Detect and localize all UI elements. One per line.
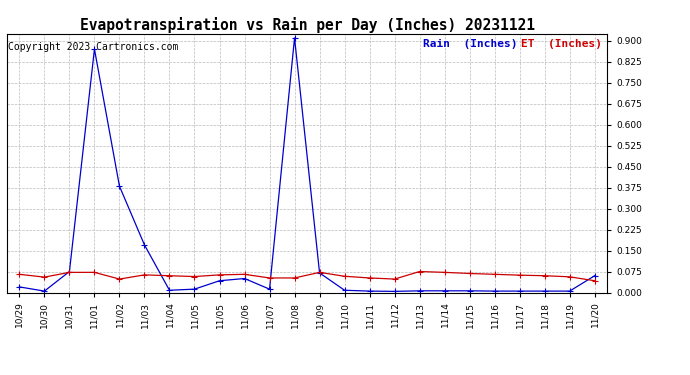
Rain  (Inches) [115, 184, 124, 189]
ET  (Inches) [140, 273, 148, 277]
ET  (Inches) [215, 273, 224, 277]
ET  (Inches) [166, 273, 174, 278]
ET  (Inches) [466, 271, 474, 276]
ET  (Inches) [391, 277, 399, 281]
Rain  (Inches) [266, 287, 274, 291]
Text: Copyright 2023 Cartronics.com: Copyright 2023 Cartronics.com [8, 42, 179, 51]
Rain  (Inches) [40, 289, 48, 293]
ET  (Inches) [591, 279, 599, 283]
Rain  (Inches) [190, 287, 199, 291]
Legend: Rain  (Inches), ET  (Inches): Rain (Inches), ET (Inches) [423, 39, 602, 50]
Rain  (Inches) [440, 289, 449, 293]
Rain  (Inches) [366, 289, 374, 293]
ET  (Inches) [66, 270, 74, 274]
Rain  (Inches) [166, 288, 174, 292]
Rain  (Inches) [90, 47, 99, 51]
ET  (Inches) [315, 270, 324, 274]
Rain  (Inches) [15, 285, 23, 289]
ET  (Inches) [566, 274, 574, 279]
Rain  (Inches) [315, 271, 324, 275]
Rain  (Inches) [466, 289, 474, 293]
Rain  (Inches) [340, 288, 348, 292]
ET  (Inches) [415, 269, 424, 274]
ET  (Inches) [240, 272, 248, 277]
ET  (Inches) [290, 276, 299, 280]
ET  (Inches) [515, 273, 524, 278]
ET  (Inches) [340, 274, 348, 279]
Line: Rain  (Inches): Rain (Inches) [17, 35, 598, 294]
Rain  (Inches) [566, 289, 574, 293]
Rain  (Inches) [140, 243, 148, 247]
ET  (Inches) [440, 270, 449, 274]
Rain  (Inches) [415, 289, 424, 293]
ET  (Inches) [90, 270, 99, 274]
ET  (Inches) [190, 274, 199, 279]
Rain  (Inches) [240, 276, 248, 281]
ET  (Inches) [15, 272, 23, 277]
ET  (Inches) [540, 273, 549, 278]
ET  (Inches) [366, 276, 374, 280]
Rain  (Inches) [540, 289, 549, 293]
ET  (Inches) [491, 272, 499, 277]
Rain  (Inches) [290, 36, 299, 40]
ET  (Inches) [266, 276, 274, 280]
Rain  (Inches) [215, 279, 224, 283]
Line: ET  (Inches): ET (Inches) [17, 269, 598, 284]
Rain  (Inches) [515, 289, 524, 293]
ET  (Inches) [40, 275, 48, 279]
Rain  (Inches) [66, 269, 74, 274]
ET  (Inches) [115, 277, 124, 281]
Title: Evapotranspiration vs Rain per Day (Inches) 20231121: Evapotranspiration vs Rain per Day (Inch… [79, 16, 535, 33]
Rain  (Inches) [391, 289, 399, 294]
Rain  (Inches) [491, 289, 499, 293]
Rain  (Inches) [591, 273, 599, 278]
